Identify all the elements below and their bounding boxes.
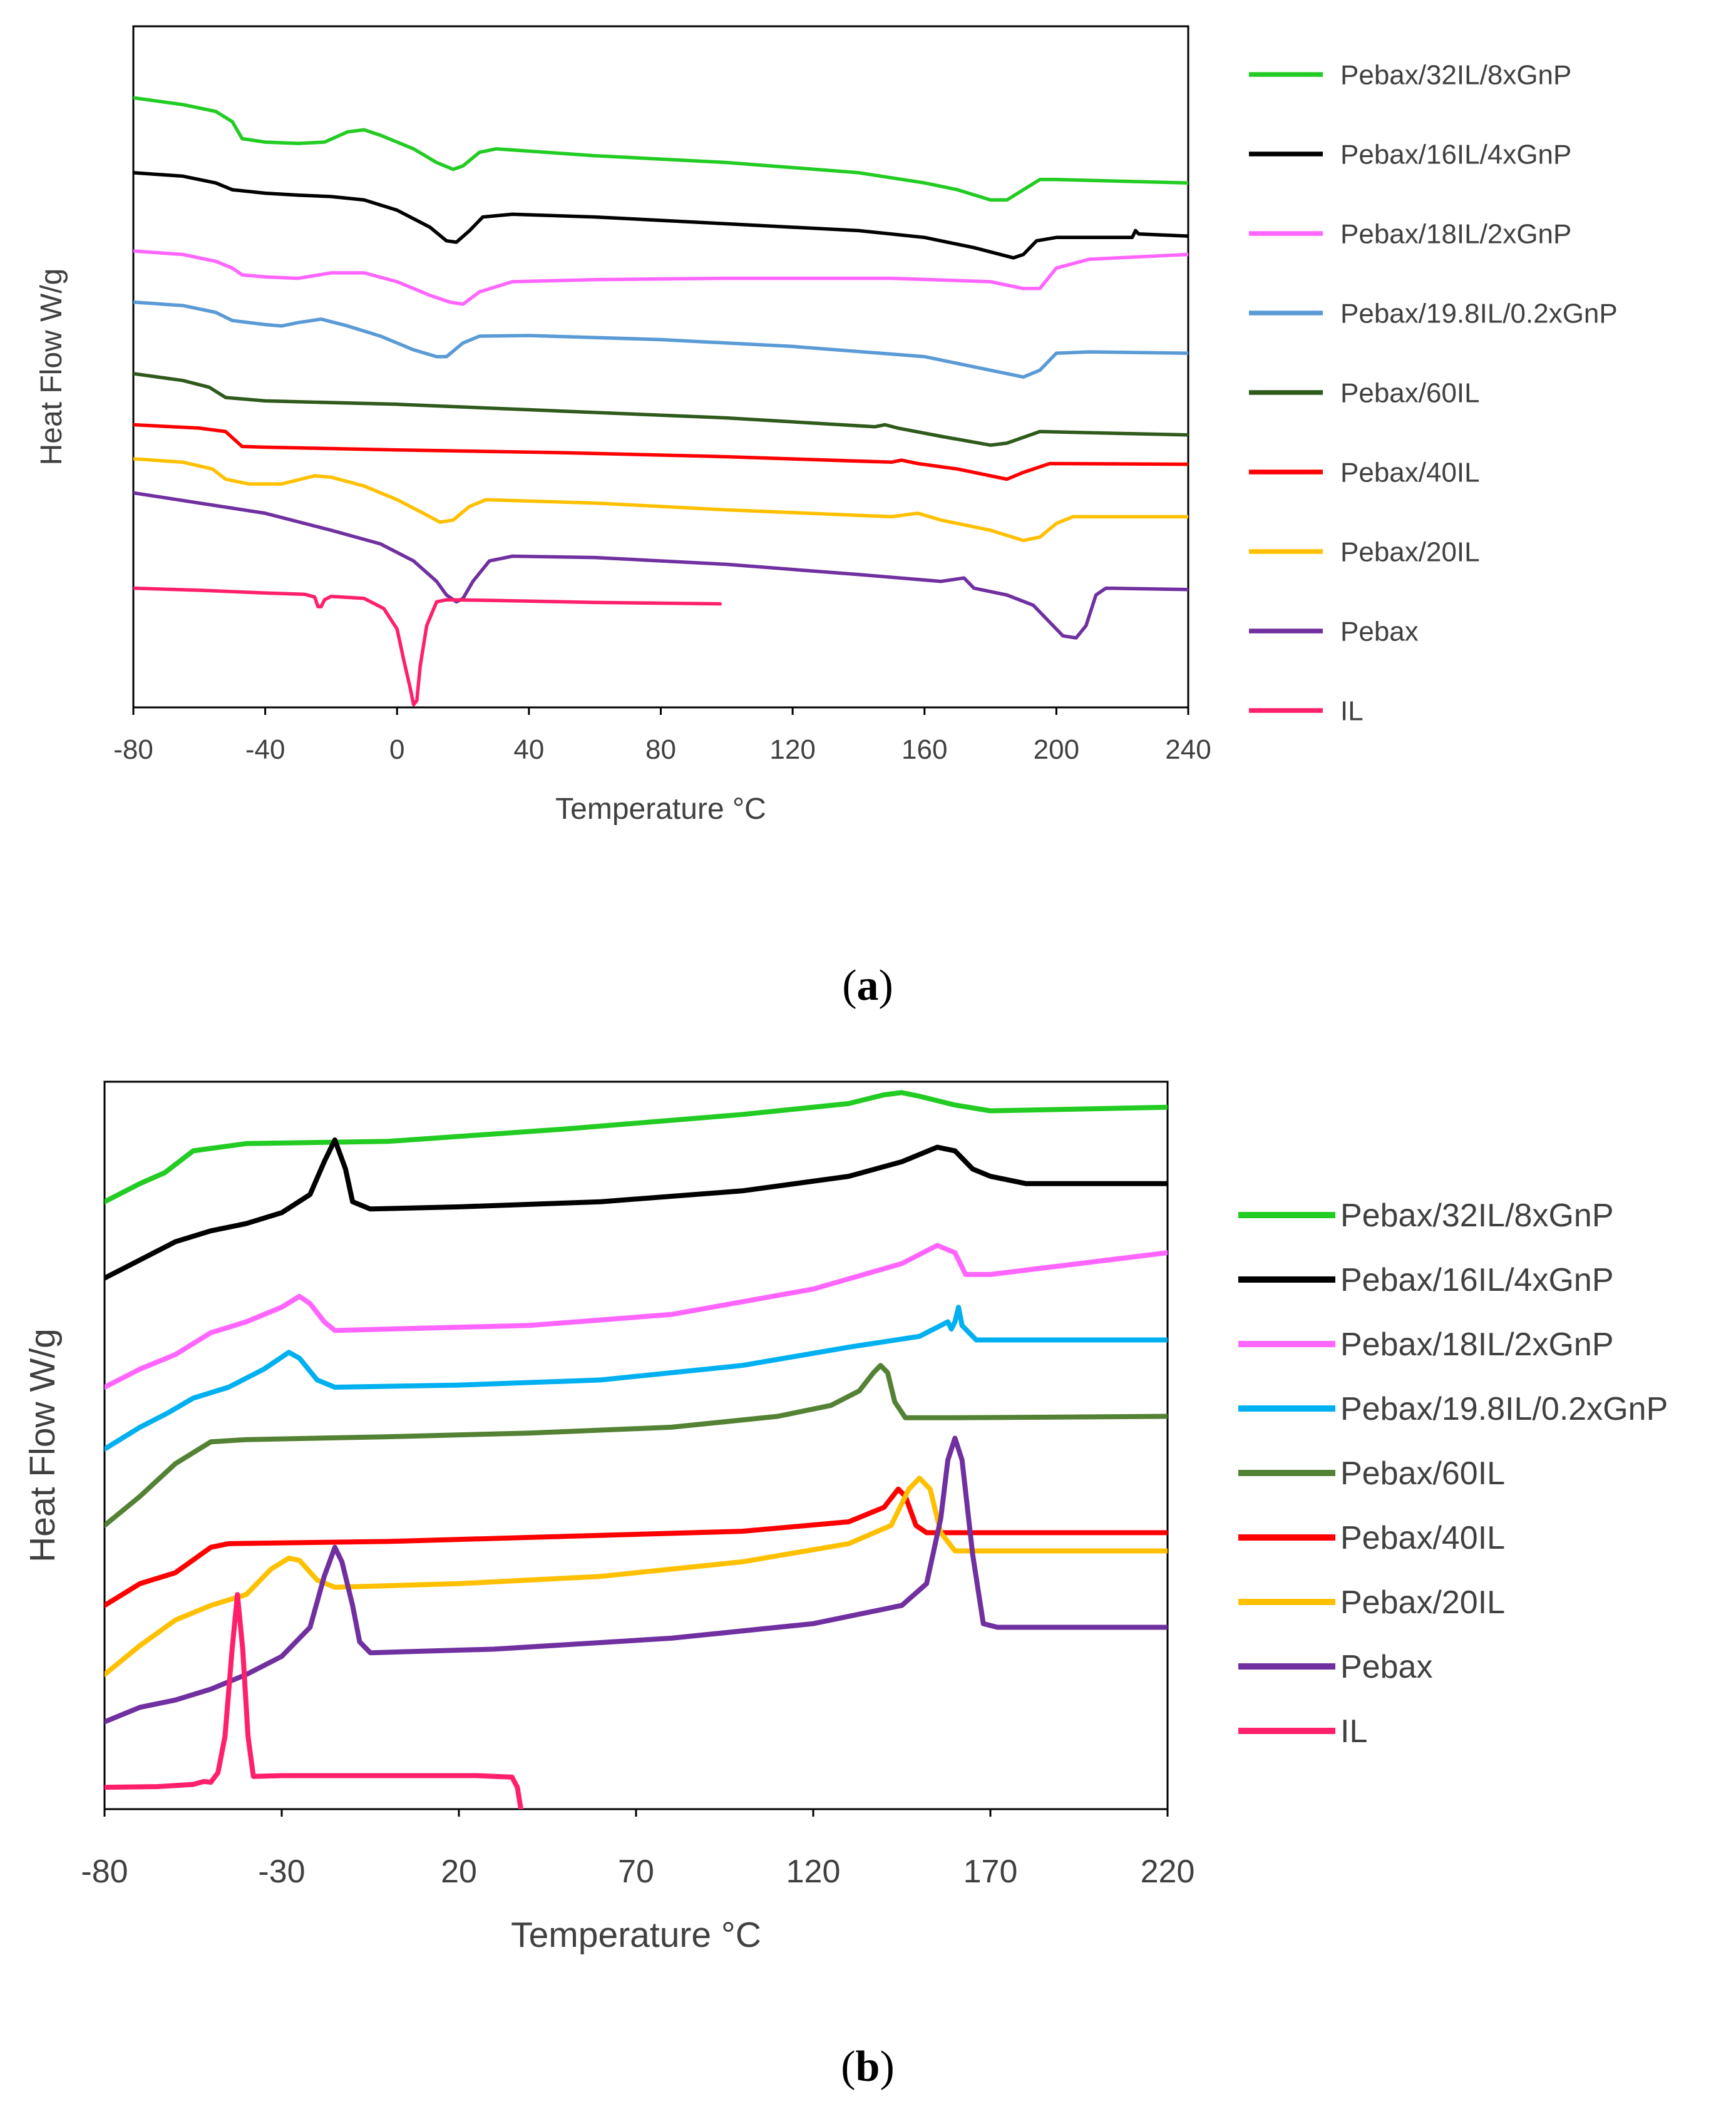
series-line-il [105, 1592, 523, 1809]
x-tick-label: 220 [1141, 1854, 1195, 1890]
series-line-pebax-20il [133, 457, 1188, 543]
x-tick-label: 120 [786, 1854, 841, 1890]
series-line-pebax-18il-2xgnp [105, 1243, 1168, 1390]
x-tick-label: 20 [441, 1854, 477, 1890]
legend-label-pebax-32il-8xgnp: Pebax/32IL/8xGnP [1340, 1198, 1614, 1234]
plot-area-b [103, 1080, 1169, 1810]
panel-b: -80 -30 20 70 120 170 220 Temperature °C Heat Fl… [23, 1080, 1668, 2091]
series-line-pebax-60il [105, 1363, 1168, 1528]
series-line-pebax [133, 491, 1188, 640]
panel-a: -80 -40 0 40 80 120 160 200 240 Temperature °C Hea… [35, 25, 1618, 1010]
series-line-pebax-32il-8xgnp [105, 1090, 1168, 1204]
series-line-pebax-60il [133, 372, 1188, 447]
legend-label-pebax-60il: Pebax/60IL [1340, 377, 1480, 408]
x-tick-label: -80 [113, 734, 153, 765]
legend-label-pebax-18il-2xgnp: Pebax/18IL/2xGnP [1340, 218, 1571, 249]
series-line-pebax-19-8il-0-2xgnp [133, 300, 1188, 379]
legend-label-pebax-40il: Pebax/40IL [1340, 457, 1480, 488]
series-line-pebax-19-8il-0-2xgnp [105, 1305, 1168, 1452]
x-tick-label: 200 [1034, 734, 1079, 765]
y-axis-title: Heat Flow W/g [35, 269, 68, 466]
legend-label-pebax-60il: Pebax/60IL [1340, 1455, 1505, 1492]
legend-label-pebax-20il: Pebax/20IL [1340, 536, 1480, 567]
panel-caption-a: (a) [842, 962, 893, 1010]
x-tick-label: 160 [901, 734, 947, 765]
legend-label-pebax-20il: Pebax/20IL [1340, 1584, 1505, 1621]
x-tick-label: -30 [258, 1854, 305, 1890]
x-tick-label: 70 [618, 1854, 654, 1890]
legend-label-pebax-16il-4xgnp: Pebax/16IL/4xGnP [1340, 139, 1571, 170]
series-line-pebax-20il [105, 1475, 1168, 1677]
legend-label-pebax-18il-2xgnp: Pebax/18IL/2xGnP [1340, 1326, 1614, 1363]
x-tick-label: -40 [245, 734, 285, 765]
y-axis-title: Heat Flow W/g [23, 1328, 63, 1562]
series-line-pebax-16il-4xgnp [105, 1137, 1168, 1281]
x-tick-label: 40 [513, 734, 544, 765]
x-axis-title: Temperature °C [511, 1915, 761, 1955]
series-line-pebax-16il-4xgnp [133, 171, 1188, 260]
series-line-pebax-32il-8xgnp [133, 96, 1188, 202]
legend-label-pebax: Pebax [1340, 1649, 1432, 1685]
x-tick-label: 240 [1165, 734, 1211, 765]
series-line-pebax-40il [105, 1486, 1168, 1608]
panel-caption-b: (b) [841, 2043, 895, 2091]
series-line-pebax-18il-2xgnp [133, 249, 1188, 306]
series-line-il [133, 586, 722, 707]
x-tick-label: -80 [81, 1854, 128, 1890]
x-tick-label: 80 [645, 734, 676, 765]
x-axis-title: Temperature °C [555, 793, 766, 826]
x-tick-label: 0 [389, 734, 404, 765]
legend-label-il: IL [1340, 1713, 1367, 1750]
legend-label-pebax-40il: Pebax/40IL [1340, 1520, 1505, 1556]
legend-label-pebax-19-8il-0-2xgnp: Pebax/19.8IL/0.2xGnP [1340, 298, 1618, 329]
series-line-pebax [105, 1435, 1168, 1725]
x-tick-label: 120 [769, 734, 815, 765]
series-line-pebax-40il [133, 423, 1188, 481]
legend-label-pebax-32il-8xgnp: Pebax/32IL/8xGnP [1340, 59, 1571, 90]
legend-label-pebax-16il-4xgnp: Pebax/16IL/4xGnP [1340, 1262, 1614, 1298]
legend-label-pebax: Pebax [1340, 616, 1419, 647]
x-tick-label: 170 [963, 1854, 1018, 1890]
legend-label-il: IL [1340, 695, 1364, 726]
legend-label-pebax-19-8il-0-2xgnp: Pebax/19.8IL/0.2xGnP [1340, 1391, 1668, 1427]
